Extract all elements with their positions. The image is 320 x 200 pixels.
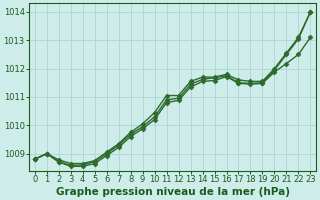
X-axis label: Graphe pression niveau de la mer (hPa): Graphe pression niveau de la mer (hPa) [56, 187, 290, 197]
